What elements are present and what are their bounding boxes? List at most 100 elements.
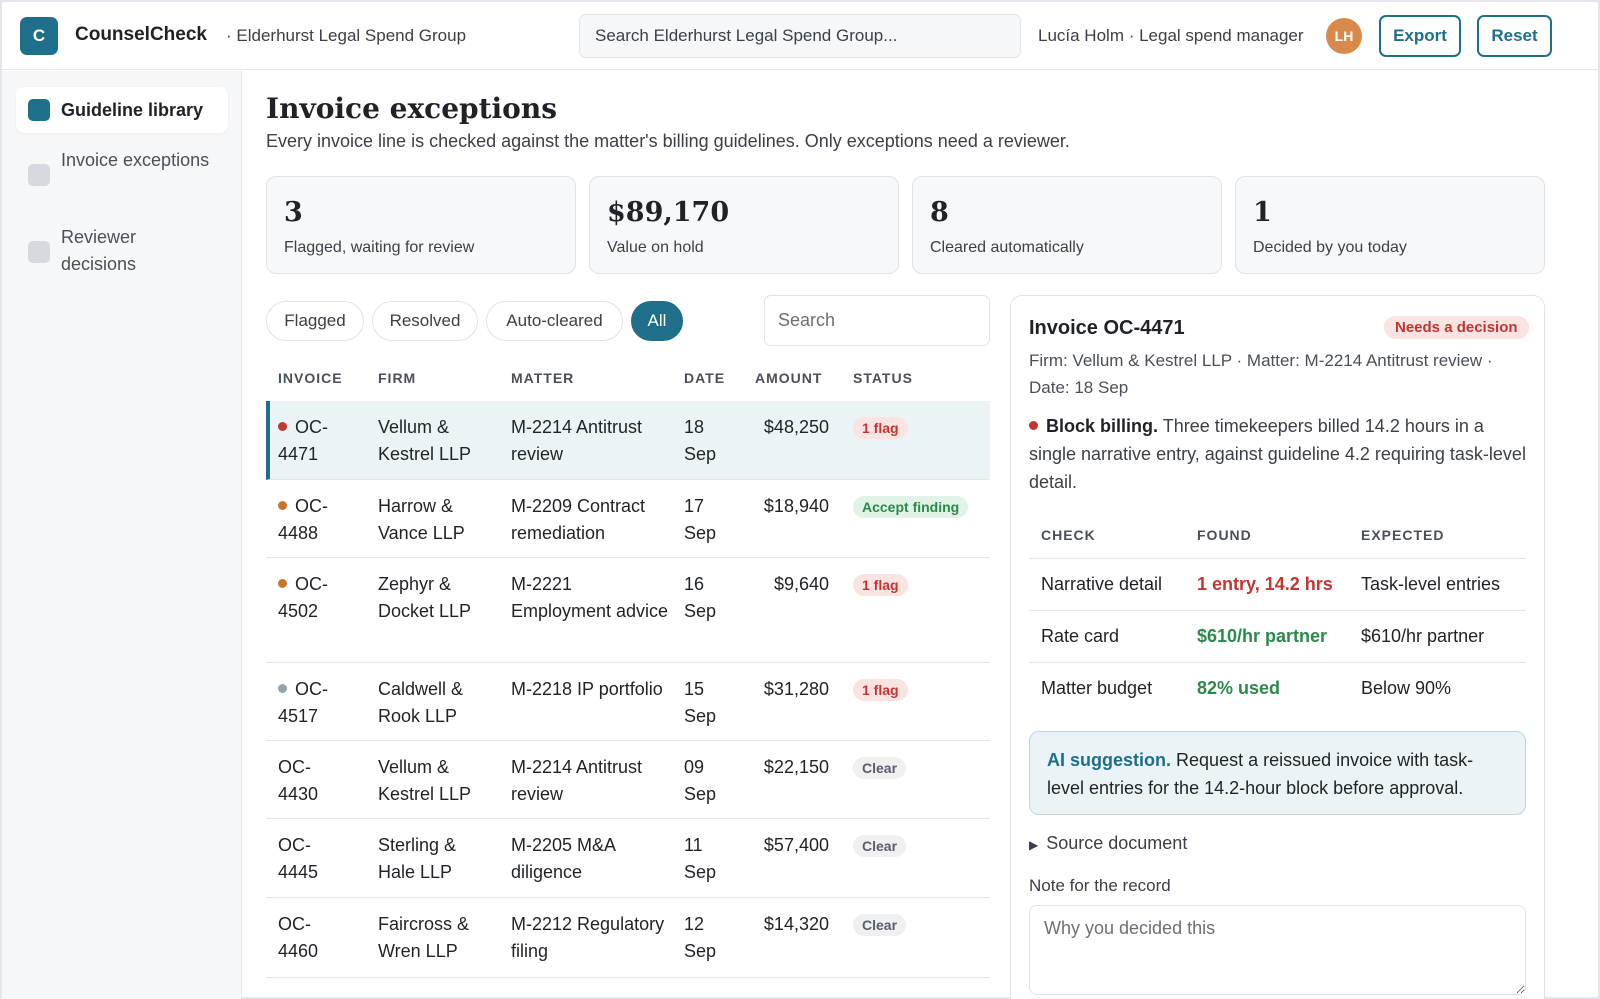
table-row[interactable]: OC-4445 Sterling & Hale LLP M-2205 M&A dil… [266,819,990,898]
status-dot-icon [278,421,287,431]
decision-note-field[interactable] [1029,905,1526,995]
filter-chip-resolved[interactable]: Resolved [372,301,478,341]
check-name: Narrative detail [1041,574,1163,594]
status-dot-icon [278,683,287,693]
stat-label: Decided by you today [1253,239,1407,256]
firm-cell: Harrow & Vance LLP [378,496,465,543]
column-header-amount: AMOUNT [755,370,823,386]
check-found: 82% used [1197,678,1281,698]
filter-chip-all[interactable]: All [631,301,683,341]
sidebar-item-guideline-library[interactable]: Guideline library [16,87,228,133]
check-row: Narrative detail 1 entry, 14.2 hrs Task-… [1029,559,1526,611]
caret-right-icon: ▶ [1029,838,1039,852]
invoice-id: OC-4445 [278,835,319,882]
brand-name: CounselCheck [75,24,207,45]
nav-square-icon [28,99,50,121]
sidebar: Guideline library Invoice exceptions Rev… [2,71,242,999]
status-badge[interactable]: Accept finding [853,496,969,518]
status-badge: 1 flag [853,574,908,596]
matter-cell: M-2221 Employment advice [511,574,669,621]
source-document-toggle[interactable]: ▶ Source document [1029,833,1187,854]
invoice-id-cell: OC-4430 [278,754,348,808]
status-dot-icon [278,578,287,588]
stat-value: 3 [284,197,303,228]
sidebar-item-reviewer-decisions[interactable]: Reviewer decisions [16,224,228,284]
amount-cell: $14,320 [763,914,829,934]
avatar[interactable]: LH [1326,18,1362,54]
sidebar-item-label: Invoice exceptions [61,150,210,170]
stat-value: $89,170 [607,197,730,228]
detail-meta: Firm: Vellum & Kestrel LLP · Matter: M-2… [1029,351,1493,397]
table-row[interactable]: OC-4471 Vellum & Kestrel LLP M-2214 Antitr… [266,401,990,480]
stat-card-flagged: 3 Flagged, waiting for review [266,176,576,274]
nav-square-icon [28,164,50,186]
invoice-id: OC-4430 [278,757,319,804]
firm-cell: Zephyr & Docket LLP [378,574,472,621]
firm-cell: Vellum & Kestrel LLP [378,757,472,804]
check-name: Rate card [1041,626,1120,646]
invoice-id-cell: OC-4445 [278,832,348,886]
app-logo: C [20,17,58,55]
column-header-status: STATUS [853,370,913,386]
filter-chip-auto-cleared[interactable]: Auto-cleared [486,301,623,341]
stat-label: Flagged, waiting for review [284,239,475,256]
invoice-id: OC-4517 [278,679,328,726]
date-cell: 09 Sep [684,757,717,804]
nav-square-icon [28,241,50,263]
sidebar-item-invoice-exceptions[interactable]: Invoice exceptions [16,147,228,207]
detail-title: Invoice OC-4471 [1029,317,1185,339]
invoice-id-cell: OC-4488 [278,493,348,547]
organization-name: · Elderhurst Legal Spend Group [226,26,467,45]
page-title: Invoice exceptions [266,92,557,125]
table-row[interactable]: OC-4460 Faircross & Wren LLP M-2212 Regula… [266,898,990,978]
status-dot-icon [278,500,287,510]
table-row[interactable]: OC-4517 Caldwell & Rook LLP M-2218 IP port… [266,663,990,741]
firm-cell: Sterling & Hale LLP [378,835,457,882]
finding-title: Block billing. [1046,416,1159,436]
status-badge: 1 flag [853,417,908,439]
checks-header-found: FOUND [1197,527,1252,543]
date-cell: 18 Sep [684,417,717,464]
check-found: $610/hr partner [1197,626,1328,646]
date-cell: 16 Sep [684,574,717,621]
stat-card-cleared: 8 Cleared automatically [912,176,1222,274]
date-cell: 11 Sep [684,835,717,882]
finding-summary: Block billing. Three timekeepers billed … [1029,412,1529,496]
ai-suggestion-text: Request a reissued invoice with task-lev… [1047,750,1474,798]
table-row[interactable]: OC-4430 Vellum & Kestrel LLP M-2214 Antitr… [266,741,990,819]
stat-value: 8 [930,197,949,228]
export-button[interactable]: Export [1379,15,1461,57]
filter-chip-flagged[interactable]: Flagged [266,301,364,341]
amount-cell: $31,280 [763,679,829,699]
invoice-id-cell: OC-4471 [278,414,348,468]
matter-cell: M-2214 Antitrust review [511,757,643,804]
stat-card-value-on-hold: $89,170 Value on hold [589,176,899,274]
check-expected: Task-level entries [1361,574,1501,594]
status-badge: Clear [853,757,907,779]
invoice-id-cell: OC-4460 [278,911,348,965]
page-subtitle: Every invoice line is checked against th… [266,131,1070,151]
reset-button[interactable]: Reset [1477,15,1552,57]
table-search-input[interactable] [764,295,990,346]
status-badge: Clear [853,914,907,936]
firm-cell: Faircross & Wren LLP [378,914,470,961]
check-expected: $610/hr partner [1361,626,1485,646]
invoice-detail-panel: Invoice OC-4471 Needs a decision Firm: V… [1010,295,1545,999]
note-label: Note for the record [1029,876,1171,895]
invoice-id: OC-4471 [278,417,328,464]
status-badge: Clear [853,835,907,857]
firm-cell: Caldwell & Rook LLP [378,679,464,726]
source-document-label: Source document [1046,833,1188,853]
stat-label: Cleared automatically [930,239,1084,256]
current-user: Lucía Holm · Legal spend manager [1038,26,1304,45]
check-found: 1 entry, 14.2 hrs [1197,574,1333,594]
invoice-id: OC-4460 [278,914,319,961]
global-search-input[interactable] [579,14,1021,58]
invoice-id-cell: OC-4517 [278,676,348,730]
date-cell: 17 Sep [684,496,717,543]
table-row[interactable]: OC-4488 Harrow & Vance LLP M-2209 Contract… [266,480,990,558]
ai-suggestion-title: AI suggestion. [1047,750,1172,770]
matter-cell: M-2205 M&A diligence [511,835,616,882]
table-row[interactable]: OC-4502 Zephyr & Docket LLP M-2221 Employm… [266,558,990,663]
amount-cell: $57,400 [763,835,829,855]
